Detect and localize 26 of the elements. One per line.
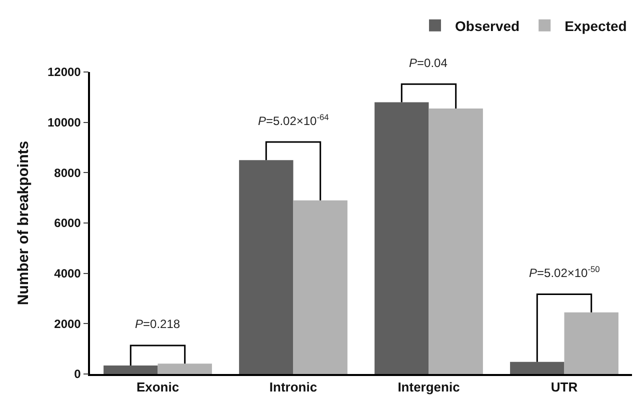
- bar: [104, 365, 158, 374]
- y-tick-label: 10000: [47, 116, 82, 130]
- x-tick-label: Intergenic: [398, 379, 460, 394]
- annotation: P=5.02×10$^{-50}$: [529, 264, 600, 280]
- x-tick-label: UTR: [550, 379, 578, 394]
- bar: [564, 312, 618, 374]
- y-tick-label: 4000: [54, 266, 82, 281]
- annotation: P=5.02×10$^{-64}$: [258, 112, 330, 128]
- bar: [510, 362, 564, 374]
- bar: [374, 102, 429, 374]
- bar: [293, 200, 348, 374]
- x-tick-label: Intronic: [269, 379, 318, 394]
- y-axis-title: Number of breakpoints: [15, 140, 32, 306]
- y-tick-label: 6000: [54, 216, 82, 230]
- x-tick-label: Exonic: [136, 379, 180, 394]
- y-tick-label: 8000: [54, 166, 82, 180]
- bar: [428, 108, 483, 374]
- legend-label: Observed: [455, 18, 520, 34]
- bar: [239, 160, 294, 374]
- y-tick-label: 2000: [54, 316, 82, 331]
- y-tick-label: 0: [74, 367, 82, 382]
- annotation: P=0.218: [135, 317, 180, 331]
- y-tick-label: 12000: [47, 65, 82, 80]
- text: P=0.04: [409, 56, 448, 70]
- legend-label: Expected: [564, 18, 627, 34]
- bar: [158, 364, 212, 374]
